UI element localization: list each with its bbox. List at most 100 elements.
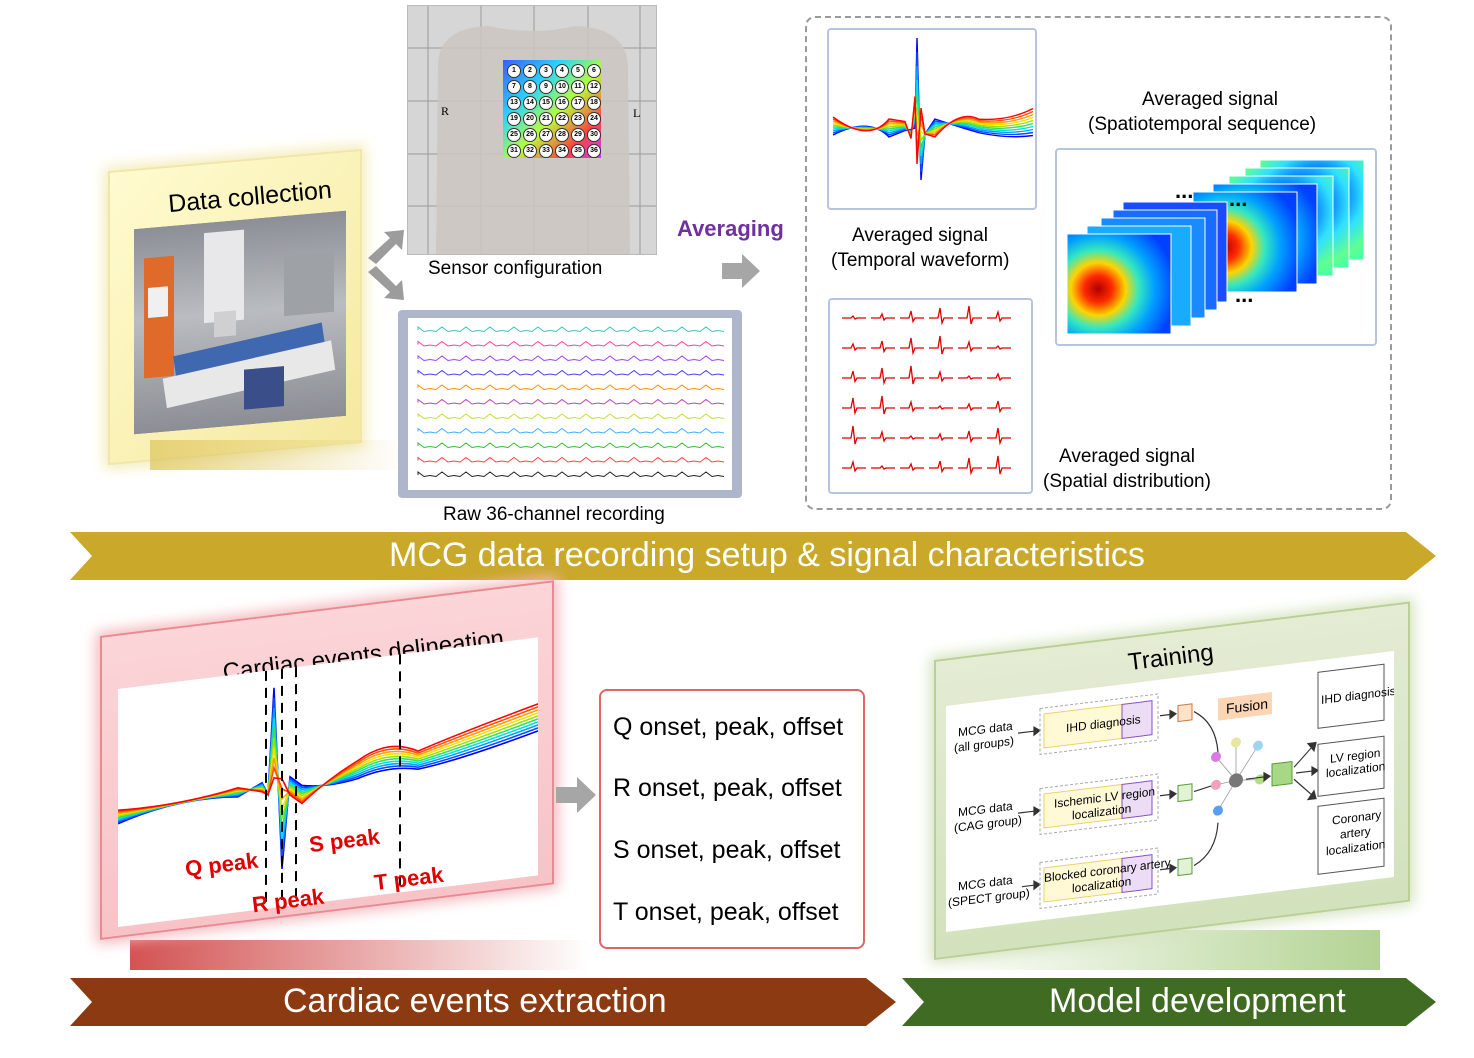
- sensor-cell: 5: [571, 64, 585, 78]
- events-banner-text: Cardiac events extraction: [283, 982, 667, 1020]
- spatial-trace: [871, 367, 895, 386]
- spatial-trace: [900, 462, 924, 472]
- sensor-cell: 2: [523, 64, 537, 78]
- spatial-trace: [900, 365, 924, 385]
- sensor-cell: 18: [587, 96, 601, 110]
- spatial-trace: [871, 429, 895, 443]
- events-shadow: [130, 940, 590, 970]
- spatial-trace: [842, 425, 866, 445]
- raw-trace: [417, 442, 725, 449]
- sensor-cell: 19: [507, 112, 521, 126]
- model-banner-text: Model development: [1049, 982, 1346, 1020]
- input1-line1: MCG data: [958, 719, 1013, 740]
- spatial-trace: [987, 400, 1011, 414]
- spatial-label-line2: (Spatial distribution): [1043, 471, 1211, 492]
- spatial-trace: [958, 374, 982, 380]
- averaging-label: Averaging: [677, 216, 784, 241]
- spatial-trace: [987, 455, 1011, 475]
- spatial-trace: [929, 460, 953, 474]
- fusion-label: Fusion: [1226, 696, 1268, 717]
- sensor-cell: 7: [507, 80, 521, 94]
- sensor-cell: 8: [523, 80, 537, 94]
- sensor-cell: 34: [555, 144, 569, 158]
- torso-right-marker: R: [441, 104, 450, 118]
- events-waveform-trace: [118, 703, 538, 812]
- sensor-cell: 31: [507, 144, 521, 158]
- data-collection-shadow: [150, 440, 410, 470]
- sensor-cell: 24: [587, 112, 601, 126]
- spatial-trace: [929, 335, 953, 355]
- spatial-trace: [842, 459, 866, 473]
- temporal-waveform-plot: [832, 37, 1034, 181]
- events-waveform-trace: [118, 718, 538, 830]
- spatial-trace: [900, 310, 924, 324]
- raw-trace: [417, 427, 725, 434]
- spatial-distribution-panel: [828, 298, 1033, 494]
- sensor-cell: 28: [555, 128, 569, 142]
- svg-text:...: ...: [1175, 178, 1193, 203]
- spatial-trace: [958, 339, 982, 353]
- event-r: R onset, peak, offset: [613, 774, 842, 802]
- temporal-waveform-trace: [832, 65, 1034, 165]
- averaging-arrow-icon: [722, 254, 760, 288]
- sensor-cell: 33: [539, 144, 553, 158]
- raw-trace: [417, 413, 725, 420]
- spatial-trace: [929, 307, 953, 326]
- temporal-waveform-trace: [832, 37, 1034, 181]
- sensor-cell: 22: [555, 112, 569, 126]
- sensor-cell: 10: [555, 80, 569, 94]
- training-diagram: MCG data (all groups) MCG data (CAG grou…: [946, 650, 1396, 932]
- raw-trace: [417, 340, 725, 347]
- cardiac-events-plot-area: [118, 637, 538, 927]
- spatial-trace: [900, 337, 924, 356]
- input2-line1: MCG data: [958, 799, 1013, 820]
- cardiac-events-waveform: [118, 654, 538, 909]
- spatial-trace: [929, 404, 953, 410]
- spatial-label-line1: Averaged signal: [1059, 446, 1195, 467]
- out3-line1: Coronary: [1332, 808, 1381, 828]
- spatial-trace: [871, 340, 895, 354]
- sensor-cell: 14: [523, 96, 537, 110]
- event-s: S onset, peak, offset: [613, 836, 841, 864]
- raw-trace: [417, 471, 725, 478]
- recording-setup-banner: [70, 532, 1436, 580]
- spatial-trace: [900, 399, 924, 413]
- torso-left-marker: L: [633, 106, 641, 120]
- spatial-trace: [958, 402, 982, 412]
- sensor-cell: 9: [539, 80, 553, 94]
- sensor-cell: 21: [539, 112, 553, 126]
- sensor-cell: 32: [523, 144, 537, 158]
- sensor-cell: 26: [523, 128, 537, 142]
- temporal-label-line1: Averaged signal: [852, 225, 988, 246]
- spatial-distribution-plot: [842, 305, 1011, 476]
- temporal-waveform-trace: [832, 51, 1034, 173]
- sensor-cell: 1: [507, 64, 521, 78]
- raw-recording-panel: [398, 310, 742, 498]
- out3-line2: artery: [1340, 824, 1371, 842]
- data-collection-photo: [134, 210, 346, 435]
- spatial-trace: [929, 369, 953, 383]
- spatial-trace: [842, 370, 866, 384]
- sensor-cell: 17: [571, 96, 585, 110]
- sensor-cell: 13: [507, 96, 521, 110]
- sensor-cell: 20: [523, 112, 537, 126]
- spatiotemporal-label-line2: (Spatiotemporal sequence): [1088, 114, 1317, 135]
- raw-recording-plot: [408, 318, 732, 490]
- recording-setup-banner-text: MCG data recording setup & signal charac…: [389, 536, 1145, 574]
- event-list-box: [599, 689, 865, 949]
- spatial-trace: [987, 372, 1011, 382]
- sensor-cell: 15: [539, 96, 553, 110]
- temporal-waveform-panel: [827, 28, 1037, 210]
- sensor-cell: 36: [587, 144, 601, 158]
- temporal-waveform-trace: [832, 96, 1034, 165]
- sensor-cell: 27: [539, 128, 553, 142]
- spatial-trace: [871, 312, 895, 322]
- events-waveform-trace: [118, 715, 538, 820]
- raw-trace: [417, 369, 725, 376]
- raw-trace: [417, 355, 725, 362]
- events-waveform-trace: [118, 706, 538, 813]
- spatial-trace: [929, 432, 953, 442]
- spatial-trace: [871, 464, 895, 470]
- spatial-trace: [987, 427, 1011, 446]
- spatiotemporal-label-line1: Averaged signal: [1142, 89, 1278, 110]
